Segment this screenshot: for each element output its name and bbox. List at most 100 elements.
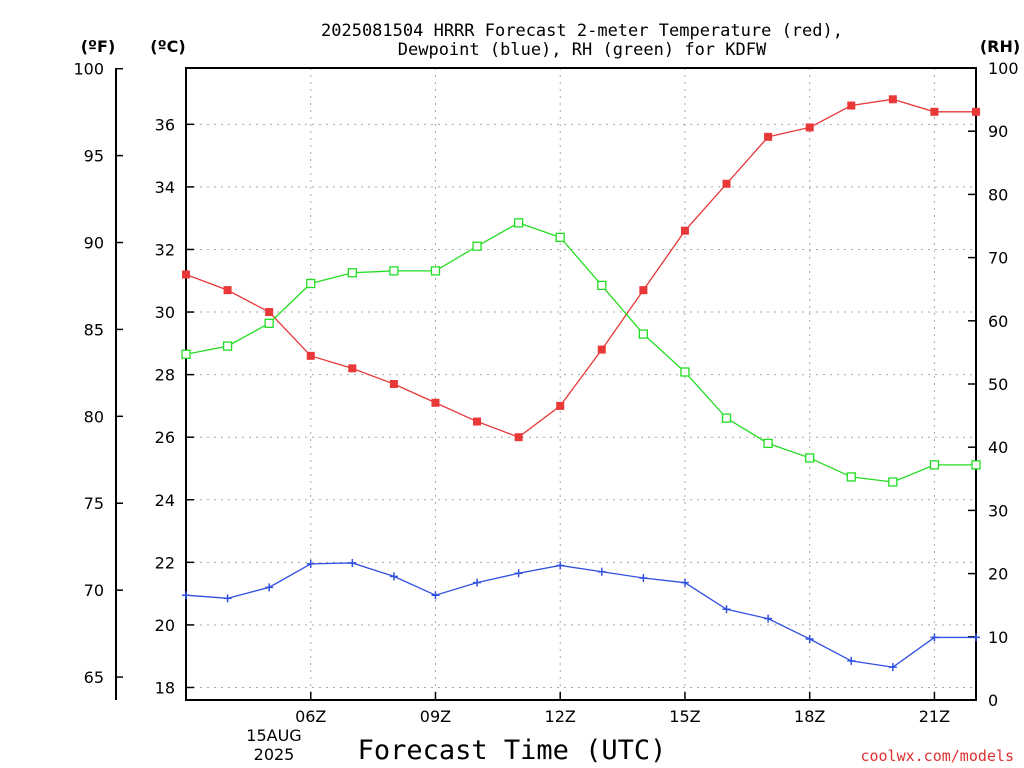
rh-point (929, 460, 940, 470)
rh-tick-label: 40 (988, 438, 1008, 457)
rh-point (472, 241, 482, 251)
dewpoint-point (764, 614, 773, 623)
rh-point (721, 413, 732, 423)
rh-tick-label: 100 (988, 59, 1019, 78)
fahrenheit-unit-label: (ºF) (81, 37, 116, 56)
celsius-tick-label: 32 (155, 240, 175, 259)
celsius-tick-label: 28 (155, 366, 175, 385)
temperature-point (556, 401, 565, 410)
time-tick-label: 12Z (545, 707, 576, 726)
credit-text: coolwx.com/models (860, 747, 1014, 765)
rh-point (763, 438, 773, 449)
fahrenheit-tick-label: 85 (84, 320, 104, 339)
rh-unit-label: (RH) (980, 37, 1020, 56)
time-tick-label: 06Z (295, 707, 326, 726)
dewpoint-line (185, 562, 976, 668)
rh-point (347, 268, 357, 278)
rh-axis: 0 10 20 30 40 50 60 70 80 90 100 (968, 59, 1019, 710)
temperature-point (972, 107, 980, 116)
chart-title: 2025081504 HRRR Forecast 2-meter Tempera… (321, 21, 843, 60)
temperature-point (805, 123, 814, 132)
fahrenheit-tick-label: 65 (84, 668, 104, 687)
rh-series (181, 218, 981, 487)
temperature-point (389, 380, 398, 388)
rh-line (185, 222, 976, 483)
temperature-point (722, 179, 731, 188)
temperature-point (265, 308, 274, 317)
date-label-year: 2025 (254, 745, 295, 764)
temperature-point (888, 95, 897, 104)
temperature-point (514, 433, 523, 442)
rh-point (805, 453, 815, 463)
rh-tick-label: 10 (988, 628, 1008, 647)
temperature-point (223, 286, 232, 295)
celsius-tick-label: 34 (155, 178, 175, 197)
time-axis: 06Z 09Z 12Z 15Z 18Z 21Z (295, 692, 950, 726)
celsius-tick-label: 30 (155, 303, 175, 322)
rh-point (513, 218, 524, 228)
celsius-tick-label: 18 (155, 678, 175, 697)
rh-tick-label: 30 (988, 501, 1008, 520)
dewpoint-point (514, 569, 523, 578)
dewpoint-point (972, 633, 980, 642)
rh-tick-label: 50 (988, 375, 1008, 394)
rh-tick-label: 90 (988, 122, 1008, 141)
temperature-point (473, 417, 482, 426)
dewpoint-point (680, 578, 689, 587)
data-series (181, 95, 981, 672)
fahrenheit-tick-label: 70 (84, 581, 104, 600)
temperature-series (182, 95, 980, 442)
fahrenheit-tick-label: 80 (84, 407, 104, 426)
chart-title-line-1: 2025081504 HRRR Forecast 2-meter Tempera… (321, 21, 843, 41)
rh-point (306, 278, 316, 289)
celsius-axis: 18 20 22 24 26 28 30 32 34 36 (155, 115, 194, 697)
temperature-point (348, 364, 357, 373)
dewpoint-point (888, 663, 897, 672)
dewpoint-point (930, 633, 939, 642)
rh-point (264, 318, 274, 328)
rh-tick-label: 70 (988, 249, 1008, 268)
rh-point (846, 472, 856, 482)
rh-point (181, 349, 191, 359)
celsius-tick-label: 24 (155, 491, 175, 510)
celsius-tick-label: 22 (155, 553, 175, 572)
dewpoint-point (847, 656, 856, 665)
celsius-tick-label: 26 (155, 428, 175, 447)
time-tick-label: 18Z (794, 707, 825, 726)
chart-title-line-2: Dewpoint (blue), RH (green) for KDFW (398, 40, 767, 60)
dewpoint-point (265, 583, 274, 592)
dewpoint-point (639, 573, 648, 582)
rh-point (638, 329, 649, 339)
rh-point (971, 460, 981, 470)
celsius-unit-label: (ºC) (150, 37, 185, 56)
temperature-point (182, 270, 190, 279)
rh-point (680, 367, 690, 377)
fahrenheit-axis: 65 70 75 80 85 90 95 100 (73, 60, 123, 700)
dewpoint-series (182, 558, 980, 672)
celsius-tick-label: 36 (155, 115, 175, 134)
temperature-point (847, 101, 856, 110)
rh-point (430, 266, 441, 276)
rh-tick-label: 0 (988, 691, 998, 710)
dewpoint-point (556, 561, 565, 570)
fahrenheit-tick-label: 100 (73, 60, 104, 79)
rh-point (389, 266, 399, 276)
fahrenheit-tick-label: 75 (84, 494, 104, 513)
rh-tick-label: 60 (988, 312, 1008, 331)
dewpoint-point (473, 578, 482, 587)
dewpoint-point (348, 558, 357, 567)
dewpoint-point (306, 559, 315, 568)
time-tick-label: 15Z (669, 707, 700, 726)
fahrenheit-tick-label: 90 (84, 234, 104, 253)
time-tick-label: 09Z (420, 707, 451, 726)
temperature-point (431, 398, 440, 407)
x-axis-title: Forecast Time (UTC) (358, 735, 667, 766)
gridlines (186, 68, 976, 700)
temperature-point (764, 132, 773, 141)
rh-point (597, 280, 607, 291)
dewpoint-point (182, 591, 190, 600)
dewpoint-point (597, 567, 606, 576)
dewpoint-point (223, 594, 232, 603)
temperature-point (639, 286, 648, 295)
dewpoint-point (431, 591, 440, 600)
